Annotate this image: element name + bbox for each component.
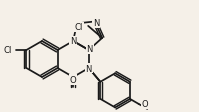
Text: O: O	[142, 99, 148, 108]
Text: O: O	[70, 75, 77, 84]
Text: Cl: Cl	[75, 23, 83, 32]
Text: Cl: Cl	[3, 46, 11, 55]
Text: N: N	[87, 45, 93, 54]
Text: N: N	[86, 64, 92, 73]
Text: N: N	[93, 19, 99, 28]
Text: N: N	[70, 37, 76, 46]
